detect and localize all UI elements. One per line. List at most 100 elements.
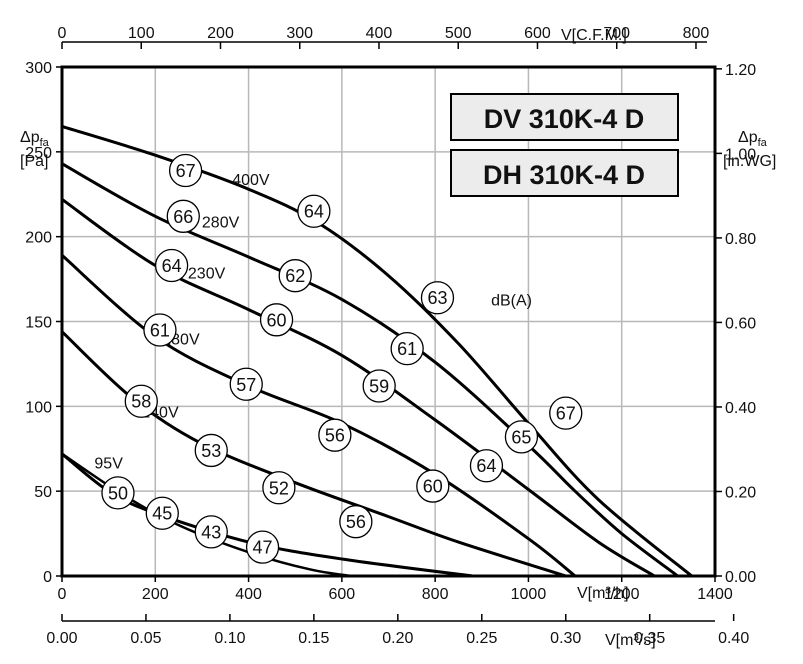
db-marker-value: 60: [267, 310, 287, 330]
db-marker-value: 47: [253, 538, 273, 558]
y-left-subscript: fa: [40, 137, 50, 149]
db-marker: 61: [143, 313, 177, 347]
db-marker-circle: [420, 281, 455, 315]
x-bottom-tick-label: 1400: [697, 586, 733, 603]
db-marker: 64: [154, 248, 189, 283]
x-top-label: V[C.F.M.]: [561, 27, 627, 44]
y-right-tick-label: 0.40: [725, 400, 756, 417]
x-bottom2-tick-label: 0.15: [298, 630, 329, 647]
db-marker-value: 50: [108, 483, 128, 503]
db-marker-value: 45: [152, 504, 172, 524]
x-bottom-tick-label: 0: [58, 586, 67, 603]
y-right-tick-label: 0.20: [725, 484, 756, 501]
db-marker: 58: [124, 384, 158, 418]
x-top-tick-label: 100: [128, 25, 155, 42]
db-marker-circle: [154, 248, 189, 283]
db-marker: 66: [166, 199, 200, 233]
chart-title-dv: DV 310K-4 D: [484, 104, 645, 134]
db-marker-circle: [390, 331, 424, 366]
db-marker: 63: [420, 281, 455, 315]
y-left-tick-label: 250: [25, 145, 52, 162]
y-right-subscript: fa: [758, 137, 768, 149]
db-marker-circle: [245, 530, 280, 564]
curve-label-230v: 230V: [188, 265, 226, 282]
x-bottom2-tick-label: 0.20: [382, 630, 413, 647]
db-marker-value: 59: [369, 376, 389, 396]
y-right-tick-label: 0.60: [725, 315, 756, 332]
db-marker-value: 56: [346, 512, 366, 532]
db-marker-circle: [339, 505, 373, 539]
db-marker-value: 63: [427, 288, 447, 308]
title-box-dv: DV 310K-4 D: [450, 93, 679, 141]
db-marker-value: 52: [269, 478, 289, 498]
db-marker-circle: [297, 194, 331, 228]
x-bottom2-tick-label: 0.35: [634, 630, 665, 647]
db-marker-value: 65: [511, 427, 531, 447]
db-marker: 59: [362, 369, 396, 403]
x-bottom2-tick-label: 0.00: [46, 630, 77, 647]
db-marker: 45: [145, 496, 179, 530]
db-marker-value: 61: [397, 339, 417, 359]
db-marker: 67: [168, 153, 203, 188]
db-marker-circle: [362, 369, 396, 403]
db-marker: 60: [416, 469, 450, 503]
y-left-tick-label: 150: [25, 315, 52, 332]
db-marker-circle: [194, 433, 228, 468]
y-right-symbol: Δp: [738, 129, 758, 146]
db-marker: 50: [101, 476, 135, 510]
y-axis-right-label: Δpfa [in.WG]: [723, 129, 776, 170]
chart-title-dh: DH 310K-4 D: [483, 160, 645, 190]
db-marker-circle: [145, 496, 179, 530]
x-top-tick-label: 600: [524, 25, 551, 42]
x-bottom-tick-label: 1000: [511, 586, 547, 603]
db-marker-circle: [278, 259, 312, 293]
y-left-symbol: Δp: [20, 129, 40, 146]
db-marker-value: 56: [325, 426, 345, 446]
db-marker-value: 67: [556, 404, 576, 424]
y-left-tick-label: 200: [25, 230, 52, 247]
db-marker-circle: [101, 476, 135, 510]
db-marker-circle: [229, 367, 263, 401]
db-marker-value: 66: [173, 207, 193, 227]
db-marker: 60: [259, 303, 294, 337]
title-box-dv-frame: [450, 93, 679, 141]
db-marker-value: 43: [201, 522, 221, 542]
chart-axes: 0 200 400 600 800 1000 1200 1400050100150200250…: [25, 25, 756, 647]
db-marker-circle: [262, 471, 296, 505]
db-marker-value: 64: [304, 202, 324, 222]
db-marker: 64: [297, 194, 331, 228]
db-marker-value: 60: [423, 477, 443, 497]
db-marker: 56: [318, 418, 352, 452]
x-bottom2-tick-label: 0.05: [130, 630, 161, 647]
db-marker: 65: [504, 420, 539, 454]
db-marker-value: 67: [176, 161, 196, 181]
db-marker-circle: [469, 449, 504, 483]
db-marker-circle: [259, 303, 294, 337]
y-right-tick-label: 1.00: [725, 146, 756, 163]
db-marker-circle: [143, 313, 177, 347]
x-bottom-tick-label: 400: [235, 586, 262, 603]
curve-label-95v: 95V: [94, 455, 123, 472]
db-marker: 47: [245, 530, 280, 564]
x-bottom-tick-label: 200: [142, 586, 169, 603]
db-marker-value: 61: [150, 320, 170, 340]
title-box-dh-frame: [450, 149, 679, 197]
db-marker-circle: [549, 396, 583, 430]
db-marker-circle: [416, 469, 450, 503]
x-bottom2-tick-label: 0.25: [466, 630, 497, 647]
db-marker-circle: [194, 515, 228, 549]
y-left-tick-label: 100: [25, 399, 52, 416]
db-marker-value: 58: [131, 392, 151, 412]
x-bottom-tick-label: 1200: [604, 586, 640, 603]
db-marker: 61: [390, 331, 424, 366]
db-marker: 64: [469, 449, 504, 483]
svg-text:Δpfa: Δpfa: [20, 129, 50, 149]
y-right-tick-label: 1.20: [725, 62, 756, 79]
x-bottom2-tick-label: 0.40: [718, 630, 749, 647]
db-marker-value: 57: [236, 375, 256, 395]
title-box-dh: DH 310K-4 D: [450, 149, 679, 197]
x-top-tick-label: 700: [603, 25, 630, 42]
db-marker-value: 53: [201, 441, 221, 461]
